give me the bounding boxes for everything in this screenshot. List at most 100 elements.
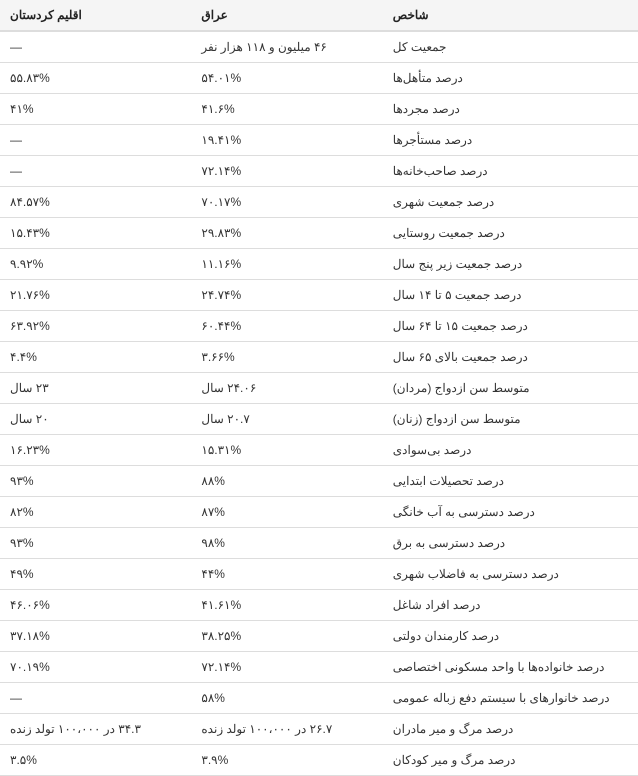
table-row: —۱۹.۴۱%درصد مستأجرها <box>0 125 638 156</box>
table-header-row: اقلیم کردستان عراق شاخص <box>0 0 638 31</box>
cell-indicator: درصد جمعیت روستایی <box>383 218 638 249</box>
cell-indicator: درصد مجردها <box>383 94 638 125</box>
table-row: ۸۲%۸۷%درصد دسترسی به آب خانگی <box>0 497 638 528</box>
table-row: —۵۸%درصد خانوارهای با سیستم دفع زباله عم… <box>0 683 638 714</box>
cell-kurdistan: ۴۹% <box>0 559 191 590</box>
cell-indicator: درصد دسترسی به آب خانگی <box>383 497 638 528</box>
table-row: ۲۱.۷۶%۲۴.۷۴%درصد جمعیت ۵ تا ۱۴ سال <box>0 280 638 311</box>
table-row: ۴۶.۰۶%۴۱.۶۱%درصد افراد شاغل <box>0 590 638 621</box>
cell-indicator: درصد مرگ و میر مادران <box>383 714 638 745</box>
cell-kurdistan: ۲۱.۷۶% <box>0 280 191 311</box>
table-row: ۱۶.۲۳%۱۵.۳۱%درصد بی‌سوادی <box>0 435 638 466</box>
cell-kurdistan: ۵۵.۸۳% <box>0 63 191 94</box>
cell-indicator: متوسط سن ازدواج (مردان) <box>383 373 638 404</box>
table-row: ۷۰.۱۹%۷۲.۱۴%درصد خانواده‌ها با واحد مسکو… <box>0 652 638 683</box>
cell-iraq: ۴۶ میلیون و ۱۱۸ هزار نفر <box>191 31 382 63</box>
cell-kurdistan: ۲۰ سال <box>0 404 191 435</box>
cell-indicator: درصد بی‌سوادی <box>383 435 638 466</box>
cell-indicator: درصد صاحب‌خانه‌ها <box>383 156 638 187</box>
table-row: ۴.۴%۳.۶۶%درصد جمعیت بالای ۶۵ سال <box>0 342 638 373</box>
cell-kurdistan: — <box>0 156 191 187</box>
cell-indicator: درصد جمعیت ۱۵ تا ۶۴ سال <box>383 311 638 342</box>
cell-indicator: درصد متأهل‌ها <box>383 63 638 94</box>
cell-iraq: ۳۸.۲۵% <box>191 621 382 652</box>
cell-indicator: درصد دسترسی به برق <box>383 528 638 559</box>
cell-iraq: ۲۹.۸۳% <box>191 218 382 249</box>
cell-kurdistan: ۳۷.۱۸% <box>0 621 191 652</box>
table-row: ۳۷.۱۸%۳۸.۲۵%درصد کارمندان دولتی <box>0 621 638 652</box>
cell-iraq: ۹۸% <box>191 528 382 559</box>
table-row: ۹۳%۸۸%درصد تحصیلات ابتدایی <box>0 466 638 497</box>
cell-kurdistan: ۴۱% <box>0 94 191 125</box>
cell-iraq: ۸۸% <box>191 466 382 497</box>
table-row: ۳۴.۳ در ۱۰۰،۰۰۰ تولد زنده۲۶.۷ در ۱۰۰،۰۰۰… <box>0 714 638 745</box>
table-row: ۱۵.۴۳%۲۹.۸۳%درصد جمعیت روستایی <box>0 218 638 249</box>
cell-iraq: ۶۰.۴۴% <box>191 311 382 342</box>
cell-indicator: درصد جمعیت شهری <box>383 187 638 218</box>
cell-kurdistan: ۷۰.۱۹% <box>0 652 191 683</box>
table-row: ۲۰ سال۲۰.۷ سالمتوسط سن ازدواج (زنان) <box>0 404 638 435</box>
cell-iraq: ۷۰.۱۷% <box>191 187 382 218</box>
cell-kurdistan: ۹.۹۲% <box>0 249 191 280</box>
table-row: ۳.۵%۳.۹%درصد مرگ و میر کودکان <box>0 745 638 776</box>
cell-kurdistan: ۳.۵% <box>0 745 191 776</box>
cell-iraq: ۲۴.۰۶ سال <box>191 373 382 404</box>
cell-kurdistan: ۱۵.۴۳% <box>0 218 191 249</box>
cell-iraq: ۷۲.۱۴% <box>191 156 382 187</box>
cell-iraq: ۴۱.۶۱% <box>191 590 382 621</box>
table-row: ۹.۹۲%۱۱.۱۶%درصد جمعیت زیر پنج سال <box>0 249 638 280</box>
col-iraq: عراق <box>191 0 382 31</box>
cell-kurdistan: ۴.۴% <box>0 342 191 373</box>
cell-indicator: درصد تحصیلات ابتدایی <box>383 466 638 497</box>
table-row: ۴۹%۴۴%درصد دسترسی به فاضلاب شهری <box>0 559 638 590</box>
cell-iraq: ۲۴.۷۴% <box>191 280 382 311</box>
table-row: ۶۳.۹۲%۶۰.۴۴%درصد جمعیت ۱۵ تا ۶۴ سال <box>0 311 638 342</box>
cell-kurdistan: ۳۴.۳ در ۱۰۰،۰۰۰ تولد زنده <box>0 714 191 745</box>
table-row: ۵۵.۸۳%۵۴.۰۱%درصد متأهل‌ها <box>0 63 638 94</box>
cell-iraq: ۳.۶۶% <box>191 342 382 373</box>
cell-kurdistan: — <box>0 125 191 156</box>
indicators-table: اقلیم کردستان عراق شاخص —۴۶ میلیون و ۱۱۸… <box>0 0 638 776</box>
cell-iraq: ۳.۹% <box>191 745 382 776</box>
cell-indicator: درصد جمعیت ۵ تا ۱۴ سال <box>383 280 638 311</box>
cell-indicator: درصد خانواده‌ها با واحد مسکونی اختصاصی <box>383 652 638 683</box>
cell-indicator: متوسط سن ازدواج (زنان) <box>383 404 638 435</box>
col-indicator: شاخص <box>383 0 638 31</box>
cell-iraq: ۵۸% <box>191 683 382 714</box>
cell-iraq: ۴۱.۶% <box>191 94 382 125</box>
cell-iraq: ۸۷% <box>191 497 382 528</box>
cell-iraq: ۱۹.۴۱% <box>191 125 382 156</box>
cell-iraq: ۴۴% <box>191 559 382 590</box>
cell-kurdistan: ۸۴.۵۷% <box>0 187 191 218</box>
cell-iraq: ۱۱.۱۶% <box>191 249 382 280</box>
cell-kurdistan: — <box>0 31 191 63</box>
cell-indicator: درصد خانوارهای با سیستم دفع زباله عمومی <box>383 683 638 714</box>
cell-iraq: ۵۴.۰۱% <box>191 63 382 94</box>
cell-kurdistan: — <box>0 683 191 714</box>
cell-indicator: جمعیت کل <box>383 31 638 63</box>
cell-kurdistan: ۹۳% <box>0 528 191 559</box>
cell-kurdistan: ۲۳ سال <box>0 373 191 404</box>
table-row: ۹۳%۹۸%درصد دسترسی به برق <box>0 528 638 559</box>
cell-kurdistan: ۶۳.۹۲% <box>0 311 191 342</box>
cell-kurdistan: ۹۳% <box>0 466 191 497</box>
cell-indicator: درصد کارمندان دولتی <box>383 621 638 652</box>
table-row: —۷۲.۱۴%درصد صاحب‌خانه‌ها <box>0 156 638 187</box>
cell-kurdistan: ۱۶.۲۳% <box>0 435 191 466</box>
cell-iraq: ۷۲.۱۴% <box>191 652 382 683</box>
cell-kurdistan: ۸۲% <box>0 497 191 528</box>
cell-indicator: درصد مرگ و میر کودکان <box>383 745 638 776</box>
table-row: ۸۴.۵۷%۷۰.۱۷%درصد جمعیت شهری <box>0 187 638 218</box>
cell-iraq: ۱۵.۳۱% <box>191 435 382 466</box>
cell-iraq: ۲۶.۷ در ۱۰۰،۰۰۰ تولد زنده <box>191 714 382 745</box>
table-row: —۴۶ میلیون و ۱۱۸ هزار نفرجمعیت کل <box>0 31 638 63</box>
table-row: ۴۱%۴۱.۶%درصد مجردها <box>0 94 638 125</box>
cell-indicator: درصد دسترسی به فاضلاب شهری <box>383 559 638 590</box>
table-row: ۲۳ سال۲۴.۰۶ سالمتوسط سن ازدواج (مردان) <box>0 373 638 404</box>
cell-iraq: ۲۰.۷ سال <box>191 404 382 435</box>
cell-kurdistan: ۴۶.۰۶% <box>0 590 191 621</box>
cell-indicator: درصد جمعیت بالای ۶۵ سال <box>383 342 638 373</box>
col-kurdistan: اقلیم کردستان <box>0 0 191 31</box>
cell-indicator: درصد مستأجرها <box>383 125 638 156</box>
cell-indicator: درصد افراد شاغل <box>383 590 638 621</box>
